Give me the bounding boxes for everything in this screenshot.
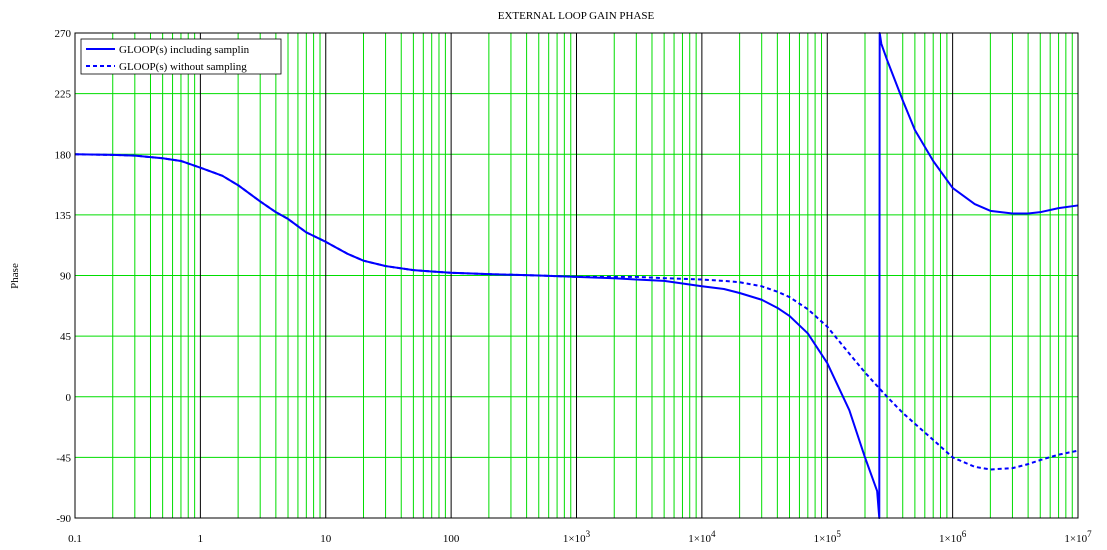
series-lines xyxy=(74,32,1079,519)
x-tick-exponent: 3 xyxy=(586,529,591,539)
x-tick-label: 0.1 xyxy=(68,533,82,545)
series-line-without-sampling xyxy=(74,153,1079,471)
x-tick-label: 1×105 xyxy=(814,529,842,545)
y-tick-label: 180 xyxy=(55,149,72,161)
x-tick-label: 100 xyxy=(443,533,460,545)
y-tick-label: 45 xyxy=(60,331,72,343)
x-tick-label: 1×107 xyxy=(1064,529,1092,545)
x-tick-label: 1×106 xyxy=(939,529,967,545)
y-tick-label: 225 xyxy=(55,89,72,101)
x-tick-exponent: 5 xyxy=(836,529,841,539)
x-tick-label: 1×103 xyxy=(563,529,591,545)
y-tick-label: 270 xyxy=(55,28,72,40)
x-tick-label: 10 xyxy=(320,533,332,545)
plot-frame xyxy=(74,32,1079,519)
legend: GLOOP(s) including samplin GLOOP(s) with… xyxy=(80,38,282,75)
legend-label-without-sampling: GLOOP(s) without sampling xyxy=(119,61,247,73)
y-tick-label: -45 xyxy=(56,452,71,464)
x-tick-label: 1×104 xyxy=(688,529,716,545)
y-axis-label: Phase xyxy=(9,263,21,289)
y-tick-label: 0 xyxy=(66,392,72,404)
y-tick-label: -90 xyxy=(56,513,71,525)
x-tick-label: 1 xyxy=(198,533,204,545)
grid xyxy=(74,32,1079,519)
legend-box xyxy=(80,38,282,75)
x-tick-exponent: 7 xyxy=(1087,529,1092,539)
chart-title: EXTERNAL LOOP GAIN PHASE xyxy=(498,10,655,22)
y-tick-labels: -90 -45 0 45 90 135 180 225 270 xyxy=(55,28,72,525)
y-tick-label: 135 xyxy=(55,210,72,222)
x-tick-exponent: 6 xyxy=(962,529,967,539)
y-tick-label: 90 xyxy=(60,271,72,283)
x-tick-labels: 0.1 1 10 100 1×103 1×104 1×105 1×106 1×107 xyxy=(68,529,1092,545)
x-tick-exponent: 4 xyxy=(711,529,716,539)
legend-label-including-sampling: GLOOP(s) including samplin xyxy=(119,44,250,56)
series-line-including-sampling xyxy=(74,32,1079,519)
